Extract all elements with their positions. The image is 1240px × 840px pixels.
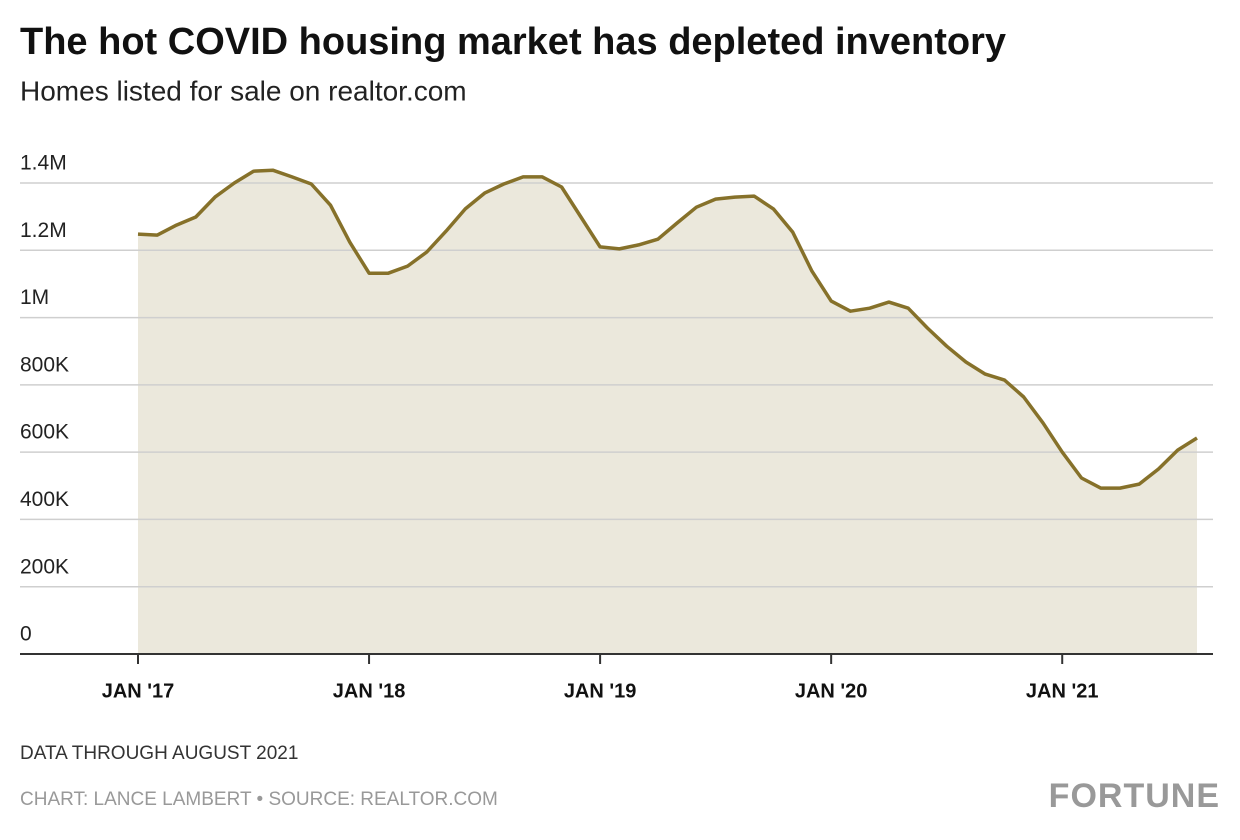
y-tick-label: 200K — [20, 555, 69, 578]
plot-area: 0 200K 400K 600K 800K 1M 1.2M 1.4M JAN '17 JAN '1… — [20, 152, 1213, 702]
chart-subtitle: Homes listed for sale on realtor.com — [20, 75, 467, 106]
y-tick-label: 800K — [20, 353, 69, 376]
y-tick-label: 400K — [20, 488, 69, 511]
y-tick-label: 600K — [20, 421, 69, 444]
line — [137, 168, 1198, 490]
x-tick-label: JAN '18 — [333, 680, 406, 702]
note: DATA THROUGH AUGUST 2021 — [20, 743, 298, 764]
credit: CHART: LANCE LAMBERT • SOURCE: REALTOR.C… — [20, 789, 498, 810]
y-tick-label: 1M — [20, 286, 49, 309]
logo: FORTUNE — [1049, 777, 1220, 815]
y-tick-label: 1.2M — [20, 219, 67, 242]
y-tick-label: 0 — [20, 623, 32, 646]
chart-title: The hot COVID housing market has deplete… — [20, 21, 1006, 63]
x-tick-label: JAN '19 — [564, 680, 637, 702]
x-tick-label: JAN '21 — [1026, 680, 1099, 702]
y-tick-label: 1.4M — [20, 152, 67, 175]
x-tick-label: JAN '17 — [102, 680, 175, 702]
area — [138, 170, 1197, 654]
x-tick-label: JAN '20 — [795, 680, 868, 702]
